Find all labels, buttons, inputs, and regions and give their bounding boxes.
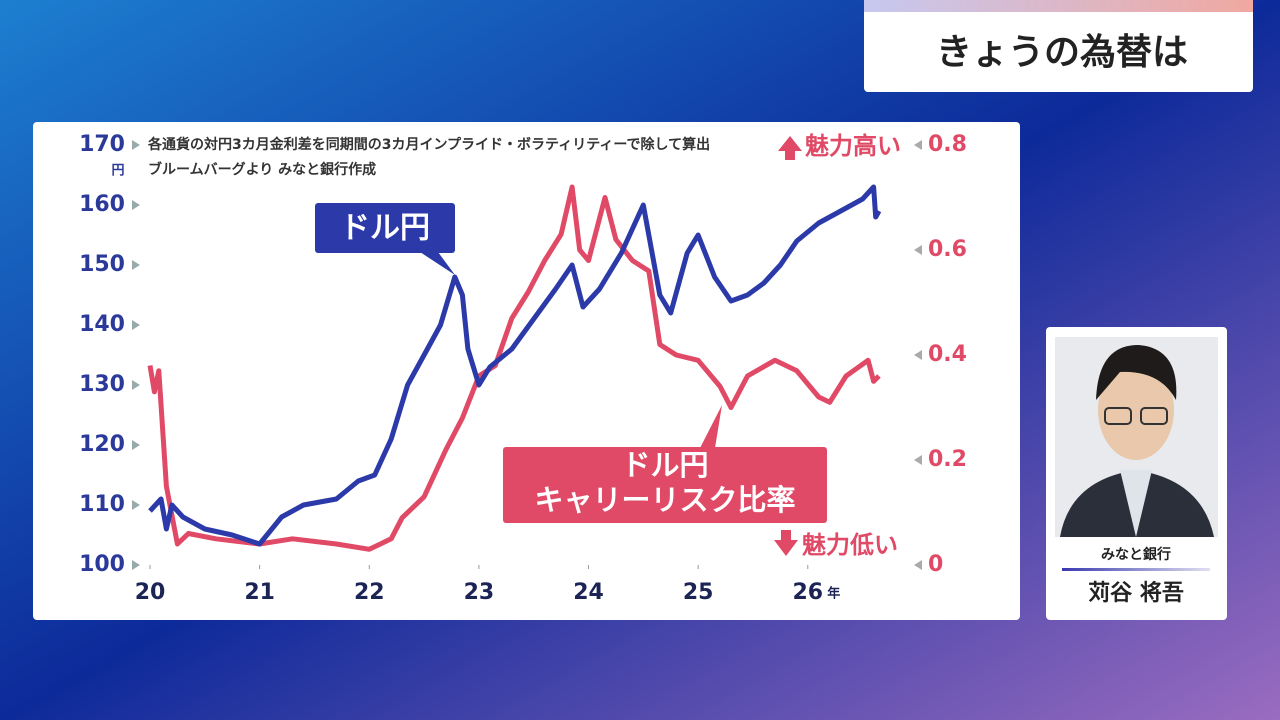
- plot: 100 110 120 130 140 150 160 170 0 0.2 0.4 0.6 0.8 20 2…: [79, 132, 967, 605]
- y-tick-mark: [132, 560, 140, 570]
- callout-pointer: [700, 405, 722, 448]
- photo-hair: [1096, 345, 1177, 400]
- y2-top-label: 魅力高い: [805, 132, 901, 160]
- note: ブルームバーグより みなと銀行作成: [148, 161, 376, 178]
- y2-tick-label: 0.8: [928, 132, 967, 157]
- y-tick-label: 170: [79, 132, 125, 157]
- legend-entry: ドル円: [621, 448, 708, 482]
- legend-box: [315, 203, 455, 253]
- y-tick-label: 110: [79, 492, 125, 517]
- y2-bottom-label: 魅力低い: [802, 531, 898, 559]
- y-tick-label: 150: [79, 252, 125, 277]
- y2-tick-label: 0.4: [928, 342, 967, 367]
- x-tick-label: 20: [135, 580, 166, 605]
- x-tick-label: 22: [354, 580, 385, 605]
- callout-pointer: [420, 252, 455, 275]
- photo-face: [1098, 360, 1174, 460]
- x-tick-label: 23: [464, 580, 495, 605]
- note: 各通貨の対円3カ月金利差を同期間の3カ月インプライド・ボラティリティーで除して算…: [147, 136, 710, 153]
- header-accent: [864, 0, 1253, 12]
- y2-tick-label: 0: [928, 552, 943, 577]
- person-underline: [1062, 568, 1210, 571]
- y-tick-mark: [132, 200, 140, 210]
- legend-entry: キャリーリスク比率: [534, 483, 795, 517]
- x-tick-label: 25: [683, 580, 714, 605]
- person-affiliation: みなと銀行: [1101, 546, 1171, 563]
- y-tick-label: 100: [79, 552, 125, 577]
- y2-tick-mark: [914, 140, 922, 150]
- person-name: 苅谷 将吾: [1088, 580, 1184, 606]
- photo-glasses: [1104, 407, 1132, 425]
- photo-glasses: [1140, 407, 1168, 425]
- y-tick-mark: [132, 500, 140, 510]
- y-tick-label: 130: [79, 372, 125, 397]
- x-tick-label: 21: [244, 580, 275, 605]
- y2-tick-mark: [914, 245, 922, 255]
- series-line: [148, 184, 882, 547]
- y2-tick-mark: [914, 455, 922, 465]
- x-tick-label: 24: [573, 580, 604, 605]
- y2-tick-mark: [914, 560, 922, 570]
- y-tick-mark: [132, 380, 140, 390]
- photo-shirt: [1120, 470, 1152, 537]
- y-tick-label: 160: [79, 192, 125, 217]
- y2-tick-label: 0.6: [928, 237, 967, 262]
- x-tick-label: 26: [792, 580, 823, 605]
- y-unit: 円: [111, 164, 124, 179]
- y-tick-label: 140: [79, 312, 125, 337]
- up-arrow: [778, 136, 802, 160]
- y-tick-mark: [132, 320, 140, 330]
- down-arrow: [774, 530, 798, 556]
- header-title: きょうの為替は: [936, 32, 1188, 73]
- header-box: [864, 0, 1253, 92]
- y-tick-mark: [132, 440, 140, 450]
- legend-entry: ドル円: [340, 211, 430, 246]
- y-tick-label: 120: [79, 432, 125, 457]
- y2-tick-mark: [914, 350, 922, 360]
- y-tick-mark: [132, 140, 140, 150]
- legend-box: [503, 447, 827, 523]
- y-tick-mark: [132, 260, 140, 270]
- y2-tick-label: 0.2: [928, 447, 967, 472]
- x-unit: 年: [827, 586, 840, 602]
